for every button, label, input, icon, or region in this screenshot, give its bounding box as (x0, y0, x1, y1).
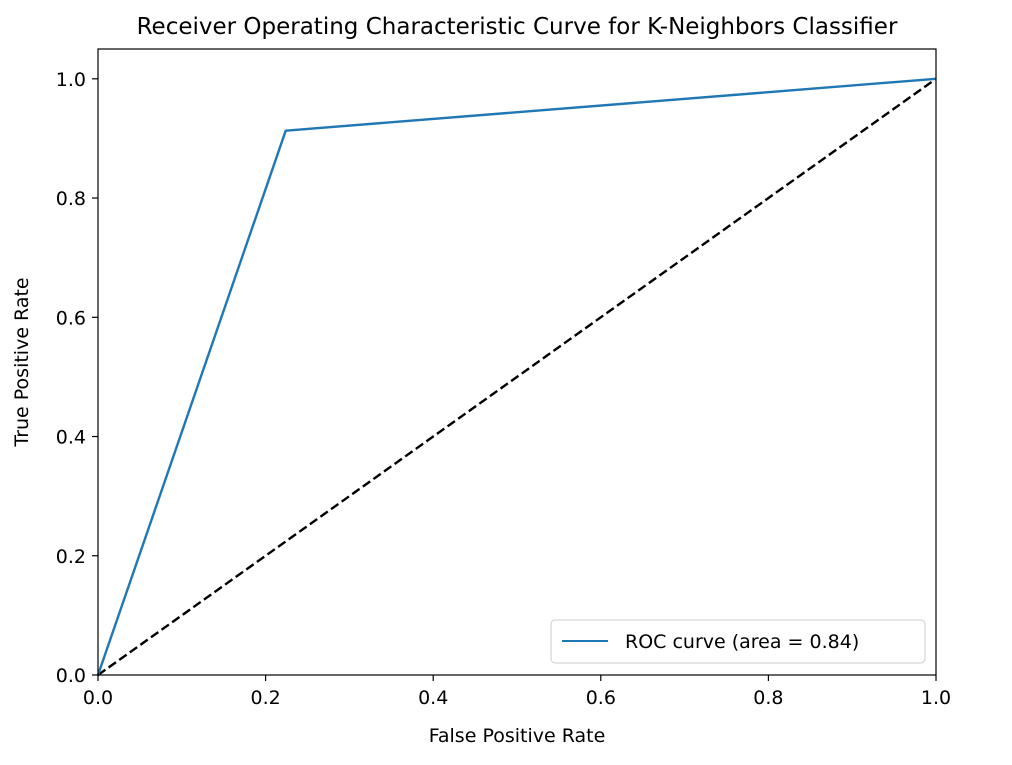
axes-frame (97, 48, 937, 676)
chart-title: Receiver Operating Characteristic Curve … (137, 14, 898, 40)
x-tick-label: 0.4 (418, 687, 448, 709)
y-axis-title: True Positive Rate (11, 277, 33, 447)
x-tick-label: 0.6 (586, 687, 616, 709)
x-tick-label: 0.2 (250, 687, 280, 709)
plot-area (96, 77, 937, 676)
y-tick-label: 0.8 (56, 188, 86, 210)
reference-diagonal-line (97, 77, 937, 676)
legend-box (550, 619, 926, 664)
y-tick-label: 0.4 (56, 427, 86, 449)
x-tick-label: 1.0 (921, 687, 951, 709)
x-tick-label: 0.8 (753, 687, 783, 709)
y-tick-label: 0.0 (56, 665, 86, 687)
legend: ROC curve (area = 0.84) (550, 619, 926, 664)
x-tick-label: 0.0 (83, 687, 113, 709)
y-tick-label: 0.6 (56, 307, 86, 329)
y-tick-label: 1.0 (56, 69, 86, 91)
axis-ticks: 0.0 0.2 0.4 0.6 0.8 1.0 0.0 0.2 0.4 0.6 0.8 1.0 (56, 69, 951, 709)
x-axis-title: False Positive Rate (429, 725, 606, 747)
legend-label-roc: ROC curve (area = 0.84) (625, 631, 859, 653)
roc-curve-line (96, 77, 937, 676)
y-tick-label: 0.2 (56, 546, 86, 568)
